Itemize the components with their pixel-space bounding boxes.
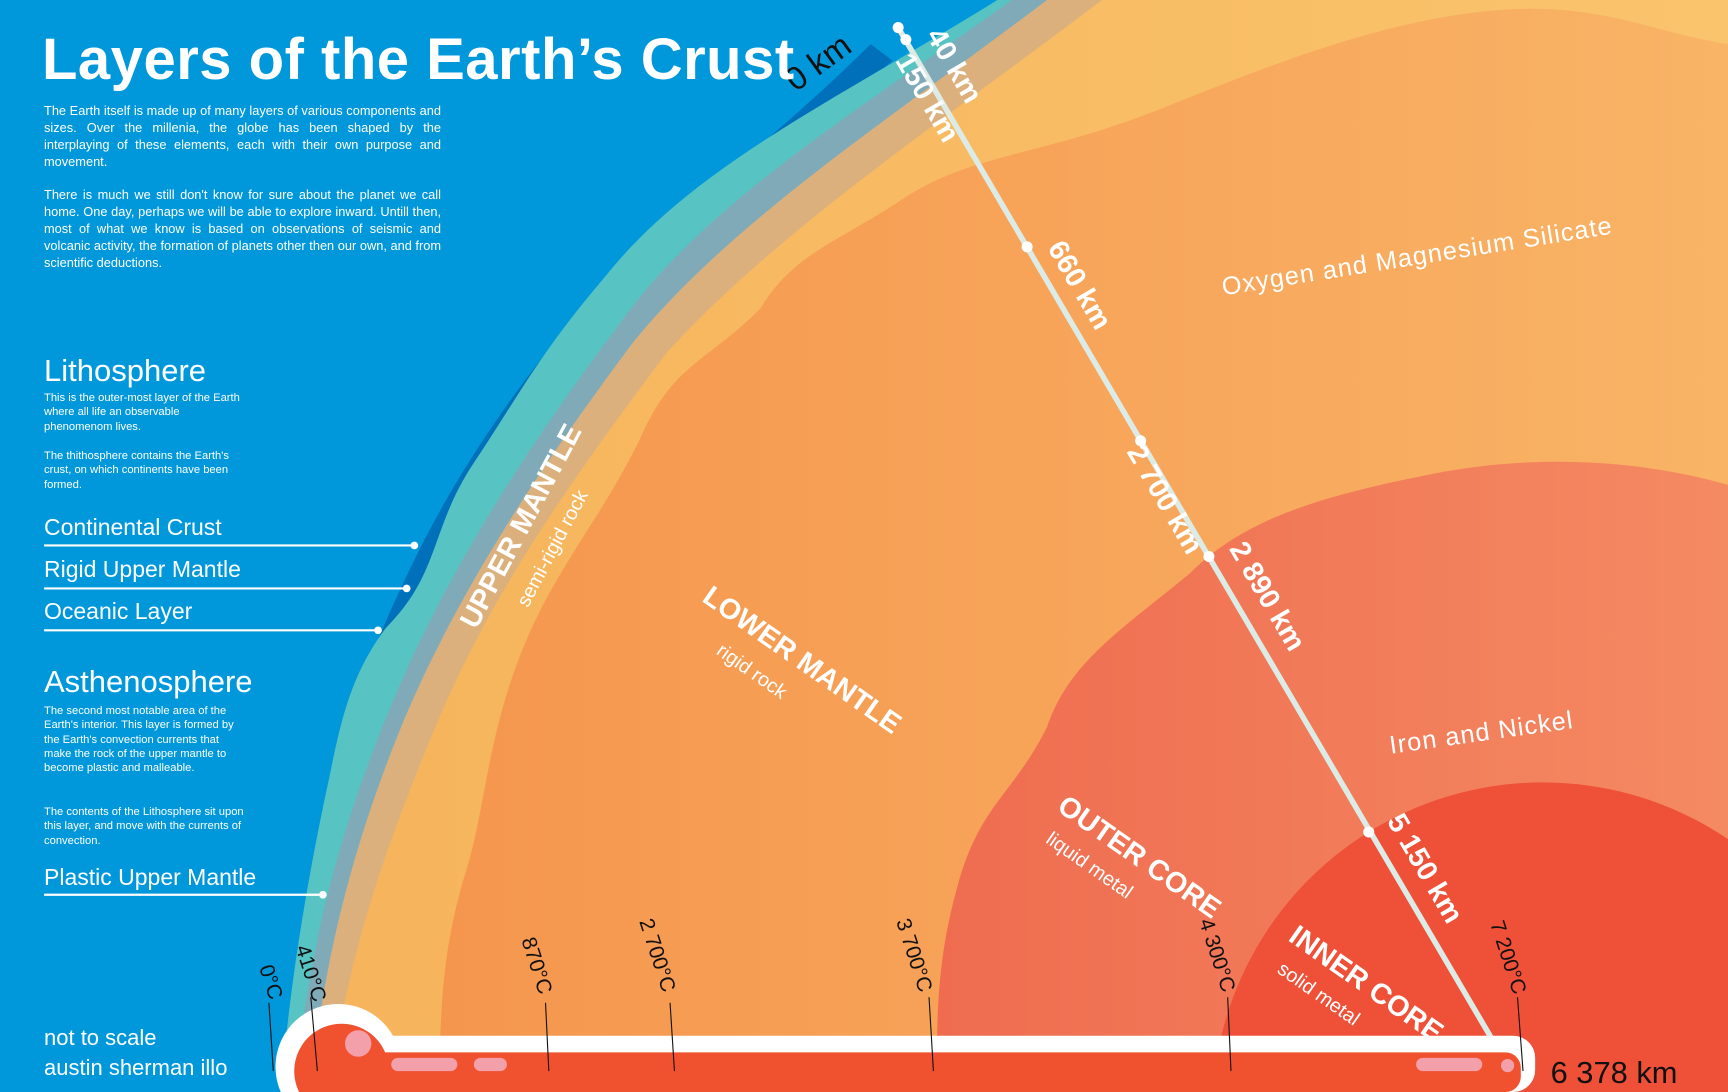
- asthenosphere-paragraph-2: The contents of the Lithosphere sit upon…: [44, 806, 244, 847]
- not-to-scale-note: not to scale: [44, 1025, 157, 1050]
- center-depth-label: 6 378 km: [1551, 1055, 1678, 1090]
- inner-core-layer: [1212, 782, 1728, 1092]
- asthenosphere-heading: Asthenosphere: [44, 664, 253, 699]
- continental-crust-label: Continental Crust: [44, 514, 222, 540]
- depth-marker: [1203, 550, 1215, 562]
- lithosphere-paragraph-1: This is the outer-most layer of the Eart…: [44, 392, 240, 433]
- depth-markers: [892, 22, 1375, 838]
- lithosphere-paragraph-2: The thithosphere contains the Earth's cr…: [44, 450, 229, 491]
- depth-marker: [900, 34, 912, 46]
- footer: not to scale austin sherman illo: [44, 1023, 227, 1083]
- oceanic-layer-label: Oceanic Layer: [44, 598, 193, 624]
- intro-paragraph-2: There is much we still don't know for su…: [44, 187, 441, 270]
- lithosphere-heading: Lithosphere: [44, 353, 207, 388]
- depth-marker: [1135, 435, 1147, 447]
- temperature-leaders: [268, 997, 1524, 1072]
- rigid-upper-mantle-label: Rigid Upper Mantle: [44, 556, 241, 582]
- depth-line: [895, 26, 1496, 1043]
- thermometer: [275, 1003, 1536, 1092]
- depth-marker: [892, 22, 904, 34]
- plastic-upper-mantle-label: Plastic Upper Mantle: [44, 864, 257, 890]
- credit: austin sherman illo: [44, 1055, 228, 1080]
- intro-paragraph-1: The Earth itself is made up of many laye…: [44, 103, 441, 169]
- depth-marker: [1363, 826, 1375, 838]
- page-title: Layers of the Earth’s Crust: [42, 27, 795, 92]
- depth-marker: [1021, 241, 1033, 253]
- asthenosphere-paragraph-1: The second most notable area of the Eart…: [44, 705, 234, 775]
